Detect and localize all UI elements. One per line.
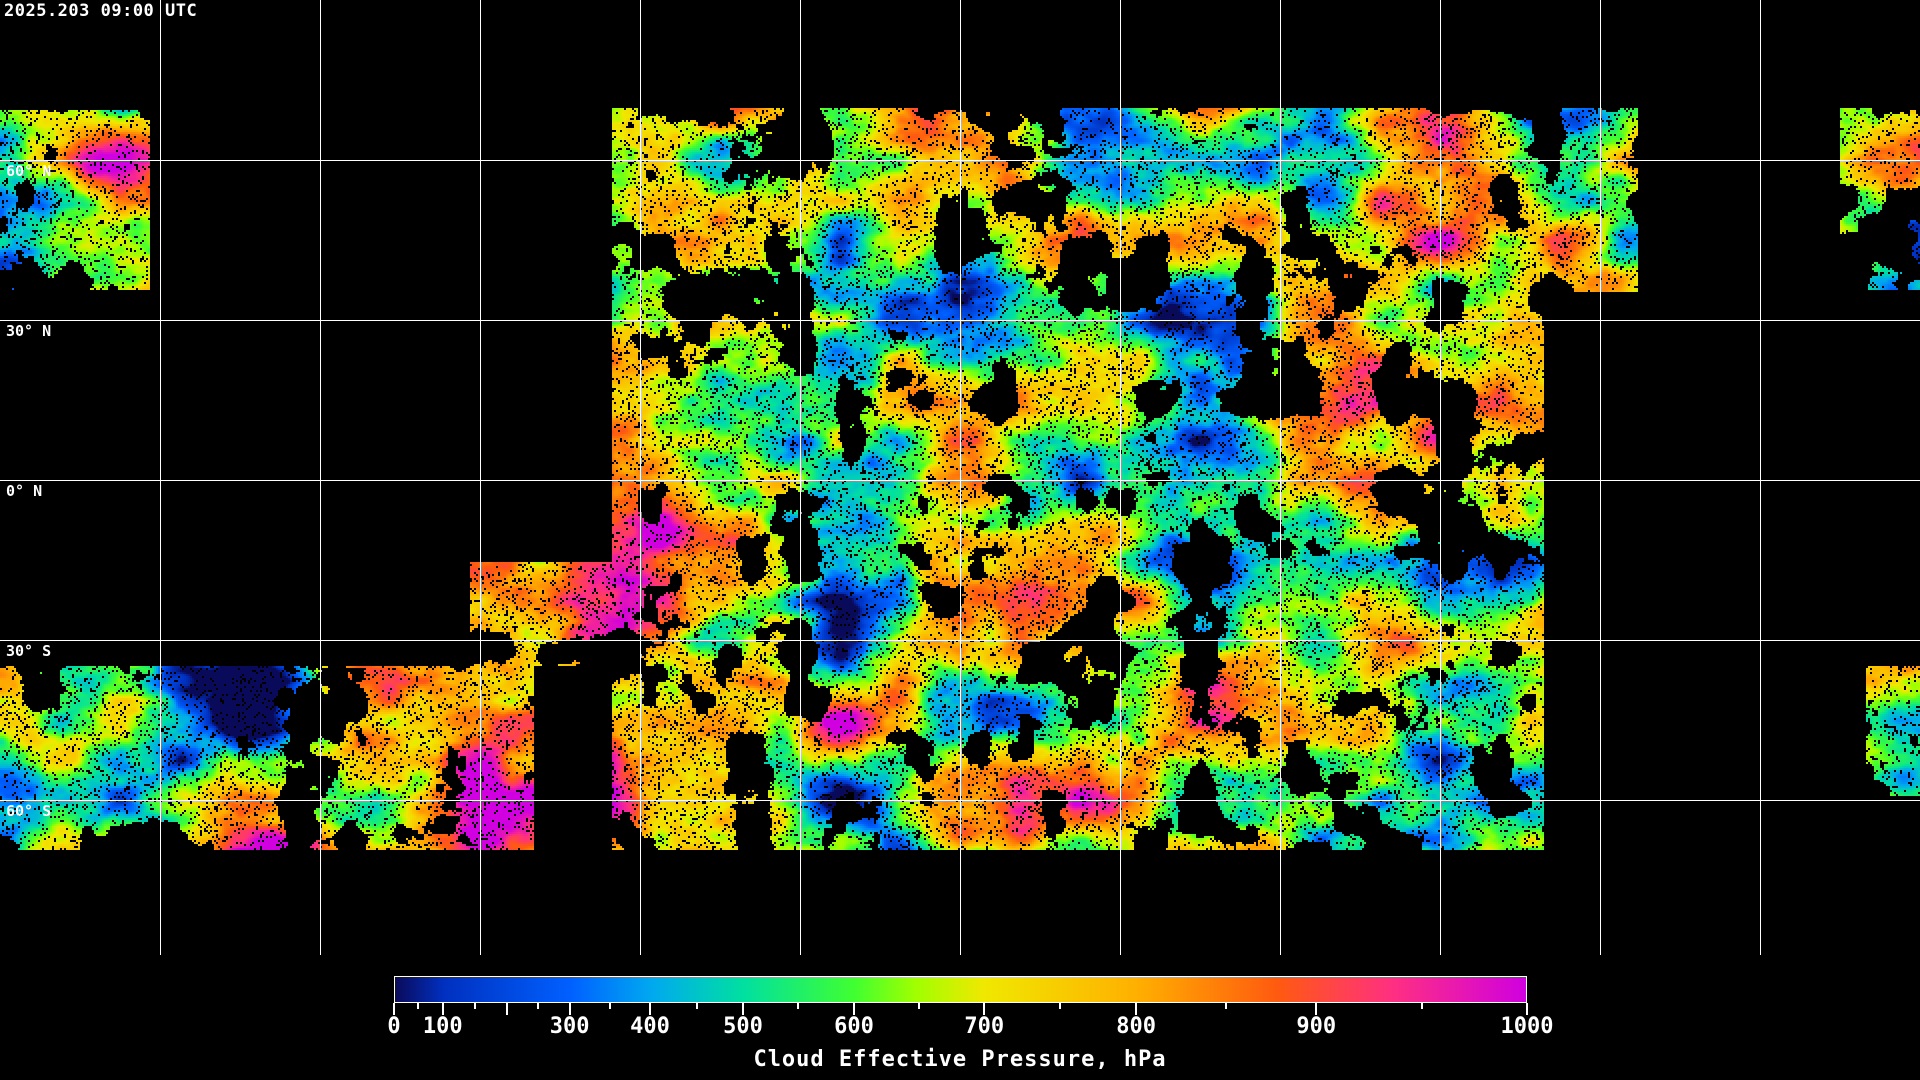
longitude-gridline: [1600, 0, 1601, 955]
colorbar-tick: [474, 1003, 476, 1009]
colorbar-tick: [506, 1003, 509, 1015]
colorbar-tick-label: 0: [387, 1014, 401, 1039]
latitude-label: 60° S: [6, 802, 52, 820]
longitude-gridline: [800, 0, 801, 955]
longitude-gridline: [480, 0, 481, 955]
cloud-pressure-map: [0, 0, 1920, 960]
colorbar-tick: [695, 1003, 698, 1009]
colorbar-tick-label: 800: [1116, 1014, 1156, 1039]
colorbar-tick-label: 600: [834, 1014, 874, 1039]
longitude-gridline: [160, 0, 161, 955]
colorbar-tick: [1420, 1003, 1423, 1009]
latitude-gridline: [0, 640, 1920, 641]
latitude-gridline: [0, 320, 1920, 321]
longitude-gridline: [1280, 0, 1281, 955]
colorbar-tick: [649, 1003, 652, 1015]
latitude-label: 30° N: [6, 322, 52, 340]
colorbar-tick: [1225, 1003, 1228, 1009]
longitude-gridline: [1440, 0, 1441, 955]
latitude-gridline: [0, 480, 1920, 481]
colorbar-tick-label: 500: [723, 1014, 763, 1039]
latitude-label: 60° N: [6, 162, 52, 180]
longitude-gridline: [320, 0, 321, 955]
longitude-gridline: [960, 0, 961, 955]
colorbar-tick: [1135, 1003, 1138, 1015]
longitude-gridline: [1760, 0, 1761, 955]
colorbar-tick: [852, 1003, 855, 1015]
longitude-gridline: [640, 0, 641, 955]
colorbar-tick-label: 400: [630, 1014, 670, 1039]
colorbar-tick-label: 700: [964, 1014, 1005, 1039]
colorbar-tick: [417, 1003, 420, 1009]
colorbar-tick: [983, 1003, 986, 1015]
colorbar-tick: [393, 1003, 395, 1015]
colorbar-tick: [608, 1003, 611, 1009]
colorbar-tick: [797, 1003, 800, 1009]
colorbar-tick: [741, 1003, 744, 1015]
colorbar-tick: [1526, 1003, 1528, 1015]
colorbar-tick: [537, 1003, 540, 1009]
latitude-gridline: [0, 800, 1920, 801]
latitude-label: 30° S: [6, 642, 52, 660]
colorbar-tick: [441, 1003, 444, 1015]
longitude-gridline: [1120, 0, 1121, 955]
colorbar-tick-label: 300: [549, 1014, 590, 1039]
colorbar-tick-label: 900: [1296, 1014, 1337, 1039]
colorbar-title: Cloud Effective Pressure, hPa: [753, 1047, 1167, 1072]
colorbar-tick-label: 100: [422, 1014, 463, 1039]
latitude-gridline: [0, 160, 1920, 161]
colorbar-tick: [1315, 1003, 1318, 1015]
colorbar-tick: [568, 1003, 571, 1015]
latitude-label: 0° N: [6, 482, 43, 500]
colorbar: [394, 976, 1527, 1003]
colorbar-tick-label: 1000: [1500, 1014, 1554, 1039]
timestamp-title: 2025.203 09:00 UTC: [4, 1, 198, 21]
colorbar-tick: [1059, 1003, 1062, 1009]
colorbar-tick: [918, 1003, 921, 1009]
